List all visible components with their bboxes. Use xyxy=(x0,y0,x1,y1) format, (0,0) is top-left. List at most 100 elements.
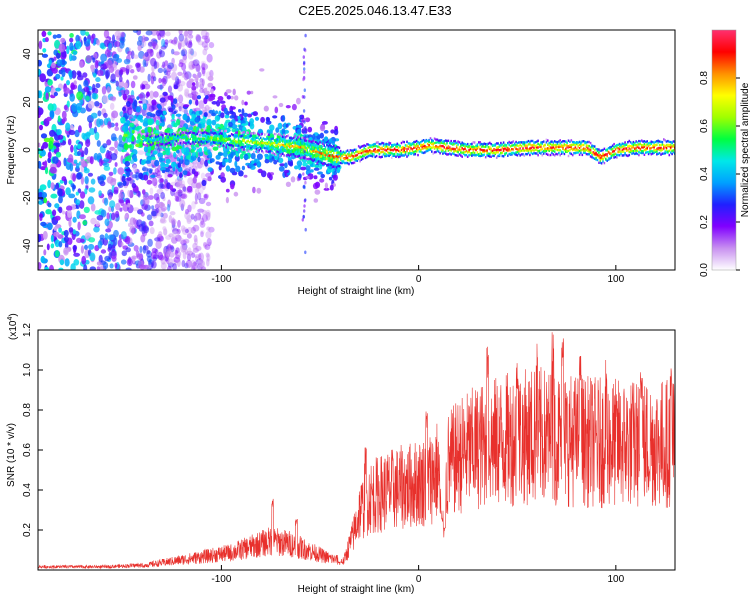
heatmap-cell xyxy=(44,37,49,43)
heatmap-cell xyxy=(203,146,208,152)
heatmap-cell xyxy=(185,259,193,268)
heatmap-cell xyxy=(218,141,221,145)
heatmap-cell xyxy=(334,149,336,152)
heatmap-cell xyxy=(483,153,486,156)
heatmap-cell xyxy=(231,124,238,129)
heatmap-cell xyxy=(304,250,307,255)
heatmap-cell xyxy=(168,233,174,238)
heatmap-cell xyxy=(331,145,334,149)
heatmap-cell xyxy=(166,127,171,133)
heatmap-cell xyxy=(552,141,555,144)
heatmap-cell xyxy=(103,165,111,171)
heatmap-cell xyxy=(588,153,590,156)
heatmap-cell xyxy=(123,82,128,89)
heatmap-cell xyxy=(386,151,389,154)
heatmap-cell xyxy=(468,150,470,153)
heatmap-cell xyxy=(316,157,319,160)
heatmap-cell xyxy=(328,144,331,147)
heatmap-cell xyxy=(464,143,466,146)
heatmap-cell xyxy=(279,144,281,147)
heatmap-cell xyxy=(319,141,321,144)
heatmap-cell xyxy=(351,154,353,157)
heatmap-cell xyxy=(468,154,470,157)
heatmap-cell xyxy=(257,132,259,135)
heatmap-cell xyxy=(489,141,491,145)
heatmap-cell xyxy=(83,264,88,270)
heatmap-cell xyxy=(264,158,270,164)
heatmap-cell xyxy=(89,252,96,262)
heatmap-cell xyxy=(335,160,338,164)
heatmap-cell xyxy=(327,145,330,148)
heatmap-cell xyxy=(142,143,145,146)
heatmap-cell xyxy=(265,138,267,141)
heatmap-cell xyxy=(622,154,625,157)
heatmap-cell xyxy=(230,183,235,190)
heatmap-cell xyxy=(315,158,317,161)
heatmap-cell xyxy=(159,137,161,141)
heatmap-cell xyxy=(117,167,125,175)
heatmap-cell xyxy=(455,141,458,144)
heatmap-cell xyxy=(409,145,411,149)
heatmap-cell xyxy=(92,57,96,63)
heatmap-cell xyxy=(643,140,646,143)
heatmap-cell xyxy=(161,115,165,120)
heatmap-cell xyxy=(511,148,513,151)
heatmap-cell xyxy=(614,152,617,155)
heatmap-cell xyxy=(91,92,97,100)
heatmap-cell xyxy=(147,238,153,247)
heatmap-cell xyxy=(177,134,179,138)
heatmap-cell xyxy=(570,145,573,149)
heatmap-cell xyxy=(362,144,364,148)
heatmap-cell xyxy=(293,145,295,148)
heatmap-cell xyxy=(254,132,256,135)
heatmap-cell xyxy=(69,71,73,80)
heatmap-cell xyxy=(119,207,123,212)
heatmap-cell xyxy=(265,142,267,145)
heatmap-cell xyxy=(198,253,202,261)
heatmap-cell xyxy=(243,148,245,151)
heatmap-cell xyxy=(362,154,364,157)
heatmap-cell xyxy=(593,153,596,156)
heatmap-cell xyxy=(643,142,646,146)
heatmap-cell xyxy=(569,145,571,148)
heatmap-cell xyxy=(276,144,278,147)
heatmap-cell xyxy=(649,141,651,144)
heatmap-cell xyxy=(301,119,304,123)
heatmap-cell xyxy=(175,181,183,190)
heatmap-cell xyxy=(270,142,273,145)
heatmap-cell xyxy=(238,170,244,177)
heatmap-cell xyxy=(209,96,215,101)
heatmap-cell xyxy=(547,148,549,152)
heatmap-cell xyxy=(225,148,230,153)
heatmap-cell xyxy=(183,37,189,43)
heatmap-cell xyxy=(142,58,147,68)
heatmap-cell xyxy=(302,55,305,59)
heatmap-cell xyxy=(303,95,306,99)
heatmap-cell xyxy=(84,166,88,172)
heatmap-cell xyxy=(449,141,451,144)
heatmap-cell xyxy=(149,187,154,195)
x-tick-label: 100 xyxy=(607,574,624,585)
heatmap-cell xyxy=(299,146,302,149)
heatmap-cell xyxy=(617,147,619,150)
heatmap-cell xyxy=(391,152,393,155)
heatmap-cell xyxy=(658,148,661,152)
heatmap-cell xyxy=(214,131,216,135)
heatmap-cell xyxy=(252,186,256,194)
heatmap-cell xyxy=(77,143,82,150)
heatmap-cell xyxy=(201,141,204,144)
heatmap-cell xyxy=(323,136,329,142)
heatmap-cell xyxy=(548,149,550,152)
heatmap-cell xyxy=(172,259,178,266)
heatmap-cell xyxy=(486,144,488,147)
heatmap-cell xyxy=(232,145,234,148)
heatmap-cell xyxy=(172,263,177,270)
heatmap-cell xyxy=(522,149,524,152)
heatmap-cell xyxy=(162,150,166,156)
heatmap-cell xyxy=(450,149,452,152)
heatmap-cell xyxy=(277,122,283,130)
heatmap-cell xyxy=(131,182,137,189)
heatmap-cell xyxy=(440,150,443,153)
heatmap-cell xyxy=(280,153,283,156)
heatmap-cell xyxy=(90,34,94,44)
